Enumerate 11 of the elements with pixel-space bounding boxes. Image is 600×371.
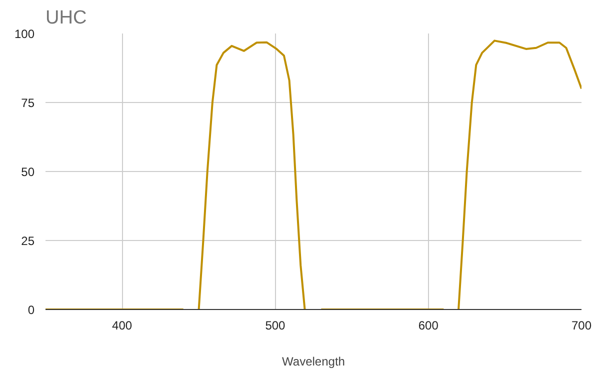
y-tick-label: 25 [21,234,35,248]
x-tick-label: 700 [571,318,592,332]
y-tick-label: 0 [28,303,35,317]
chart-title: UHC [46,8,87,28]
y-tick-label: 50 [21,165,35,179]
x-tick-label: 600 [418,318,439,332]
x-tick-label: 500 [265,318,286,332]
y-tick-label: 75 [21,96,35,110]
y-tick-label: 100 [14,27,35,41]
x-axis-title: Wavelength [282,354,345,368]
x-tick-label: 400 [112,318,132,332]
